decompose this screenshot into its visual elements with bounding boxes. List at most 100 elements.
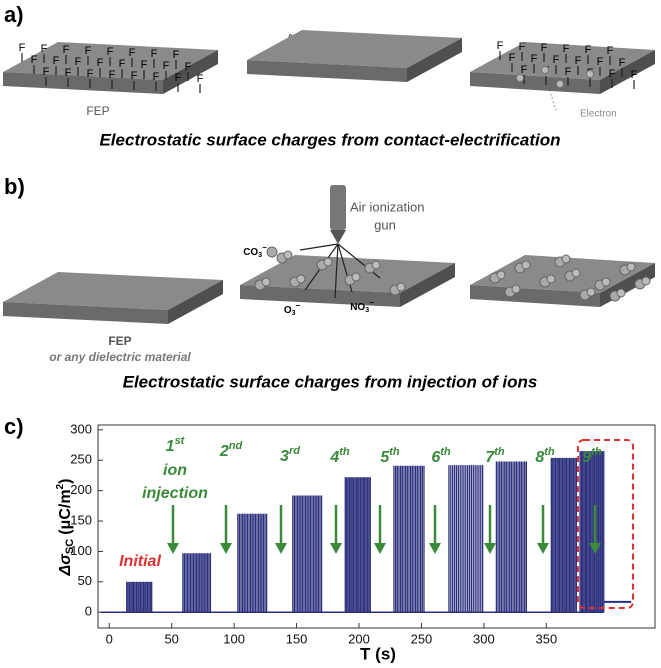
ion	[323, 257, 333, 267]
annotation: 1st	[166, 435, 186, 455]
y-tick-label: 150	[70, 512, 92, 527]
fep-note: or any dielectric material	[49, 350, 191, 364]
ion	[296, 274, 306, 284]
panel-label: a)	[4, 2, 24, 27]
arrow-head	[429, 543, 441, 554]
fluorine: F	[631, 69, 638, 81]
text-part: −	[369, 298, 374, 307]
ion	[266, 246, 278, 258]
fluorine: F	[163, 60, 170, 72]
annotation: injection	[142, 485, 208, 502]
text-part: 2	[55, 483, 66, 489]
annotation: 8th	[535, 446, 555, 466]
x-tick-label: 150	[286, 631, 308, 646]
text-part: Δσ	[57, 553, 74, 577]
fluorine: F	[129, 47, 136, 59]
text-part: th	[591, 446, 602, 458]
slab-front	[247, 60, 407, 82]
slab-side	[400, 263, 455, 307]
plot-frame	[97, 424, 656, 629]
y-axis-label: ΔσSC (μC/m2)	[55, 479, 76, 577]
ion	[396, 282, 406, 292]
text-part: th	[389, 446, 400, 458]
text-part: NO	[350, 302, 365, 313]
ion	[561, 254, 571, 264]
annotation: 7th	[485, 446, 505, 466]
ion-path	[299, 243, 339, 251]
fluorine: F	[75, 56, 82, 68]
text-part: th	[339, 446, 350, 458]
fluorine: F	[607, 45, 614, 57]
fluorine: F	[53, 55, 60, 67]
fluorine: F	[131, 70, 138, 82]
fluorine: F	[43, 66, 50, 78]
y-tick-label: 50	[78, 573, 92, 588]
ion-label: NO3−	[350, 298, 374, 314]
x-tick-label: 300	[473, 631, 495, 646]
arrow-head	[537, 543, 549, 554]
ion	[571, 268, 581, 278]
gun-nozzle	[330, 230, 346, 244]
annotation: 5th	[380, 446, 400, 466]
ion	[283, 250, 293, 260]
arrow-head	[275, 543, 287, 554]
fluorine: F	[65, 67, 72, 79]
text-part: th	[494, 446, 505, 458]
text-part: −	[296, 301, 301, 310]
fluorine: F	[563, 43, 570, 55]
fluorine: F	[85, 45, 92, 57]
caption: Electrostatic surface charges from conta…	[99, 130, 560, 149]
arrow-head	[330, 543, 342, 554]
fluorine: F	[565, 66, 572, 78]
slab-side	[407, 38, 462, 82]
text-part: SC	[64, 539, 76, 554]
fluorine: F	[553, 54, 560, 66]
fluorine: F	[141, 59, 148, 71]
fluorine: F	[119, 58, 126, 70]
fluorine: F	[585, 44, 592, 56]
electron	[556, 80, 564, 88]
x-tick-label: 50	[164, 631, 178, 646]
fluorine: F	[185, 61, 192, 73]
annotation: ion	[163, 462, 187, 479]
fluorine: F	[609, 68, 616, 80]
fluorine: F	[31, 54, 38, 66]
text-part: 3	[280, 448, 289, 465]
ion	[641, 276, 651, 286]
x-axis-label: T (s)	[360, 644, 396, 663]
annotation: 9th	[582, 446, 602, 466]
panel-label: b)	[4, 174, 25, 199]
fluorine: F	[521, 64, 528, 76]
annotation: 4th	[329, 446, 350, 466]
text-part: −	[262, 243, 267, 252]
fluorine: F	[575, 55, 582, 67]
ion	[496, 270, 506, 280]
text-part: CO	[243, 247, 258, 258]
fluorine: F	[175, 72, 182, 84]
fluorine: F	[619, 57, 626, 69]
fluorine: F	[531, 53, 538, 65]
annotation: 6th	[431, 446, 451, 466]
text-part: st	[175, 435, 186, 447]
arrow-head	[484, 543, 496, 554]
fluorine: F	[509, 52, 516, 64]
fluorine: F	[541, 42, 548, 54]
fluorine: F	[173, 49, 180, 61]
fluorine: F	[497, 40, 504, 52]
text-part: 3	[292, 310, 296, 317]
text-part: rd	[289, 445, 300, 457]
ion	[586, 287, 596, 297]
fluorine: F	[107, 46, 114, 58]
text-part: (μC/m	[57, 489, 74, 534]
fluorine: F	[41, 43, 48, 55]
y-tick-label: 250	[70, 452, 92, 467]
slab-front	[470, 285, 600, 307]
slab-side	[163, 50, 218, 94]
text-part: 3	[258, 252, 262, 259]
fluorine: F	[151, 48, 158, 60]
text-part: 8	[535, 449, 544, 466]
text-part: 7	[485, 449, 495, 466]
highlight-box	[577, 439, 634, 609]
y-tick-label: 100	[70, 543, 92, 558]
text-part: 4	[329, 449, 339, 466]
